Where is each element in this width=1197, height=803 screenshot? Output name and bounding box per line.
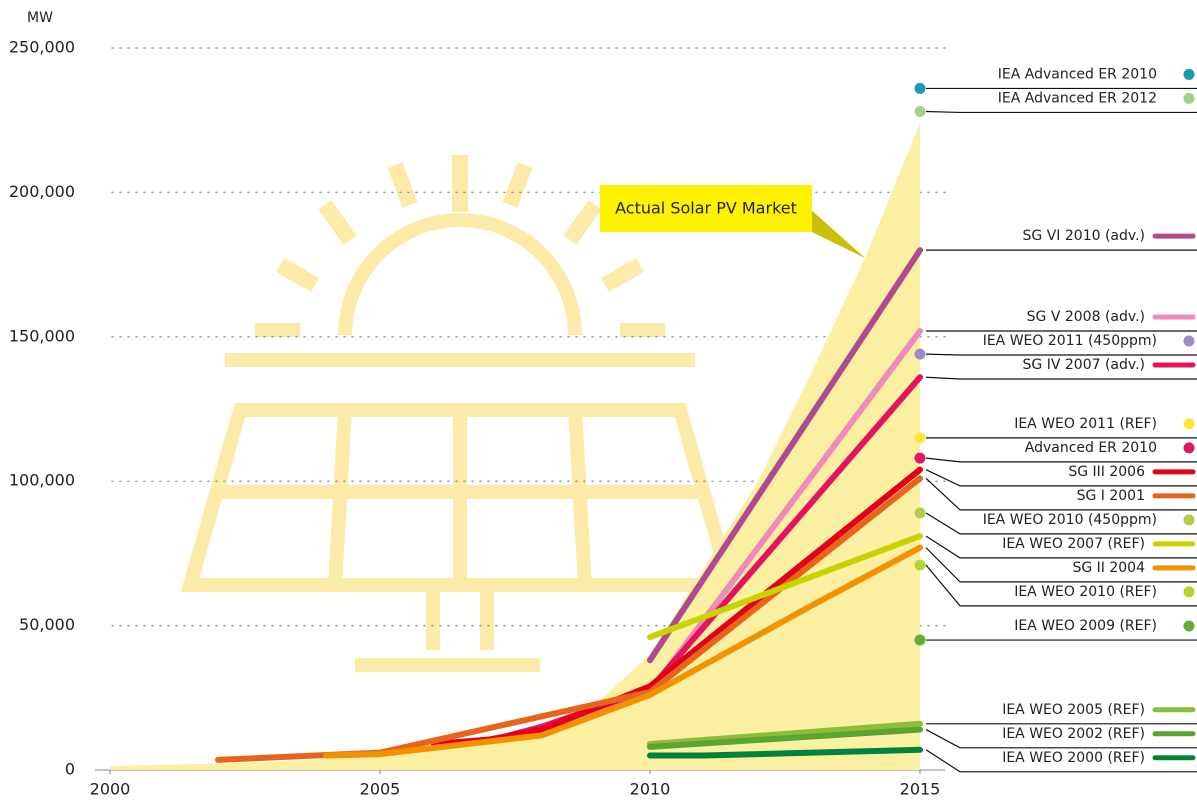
y-tick-label: 200,000: [9, 182, 75, 201]
y-tick-label: 0: [65, 760, 75, 779]
line: [647, 533, 923, 641]
line: [647, 746, 923, 759]
point: [914, 82, 926, 94]
callout-pointer: [800, 200, 865, 258]
legend-label: IEA WEO 2010 (450ppm): [983, 512, 1157, 528]
legend-label: SG IV 2007 (adv.): [1023, 357, 1145, 373]
line: [647, 726, 923, 750]
point: [914, 559, 926, 571]
x-tick-label: 2005: [360, 780, 401, 799]
legend-label: Advanced ER 2010: [1025, 440, 1157, 456]
leader-line: [925, 512, 1197, 535]
legend-label: IEA WEO 2000 (REF): [1002, 750, 1145, 766]
point: [914, 432, 926, 444]
legend-swatch: [1183, 335, 1195, 347]
y-tick-label: 150,000: [9, 326, 75, 345]
leader-line: [925, 353, 1197, 356]
leader-line: [925, 729, 1197, 749]
callout-label: Actual Solar PV Market: [615, 199, 797, 218]
legend-swatch: [1183, 620, 1195, 632]
legend-swatch: [1183, 68, 1195, 80]
leader-line: [925, 564, 1197, 607]
y-axis-unit: MW: [27, 10, 53, 26]
legend-label: SG II 2004: [1072, 560, 1145, 576]
legend-label: IEA Advanced ER 2010: [998, 66, 1157, 82]
y-tick-label: 50,000: [19, 615, 75, 634]
point: [914, 634, 926, 646]
legend-label: IEA WEO 2011 (REF): [1014, 416, 1157, 432]
leader-line: [925, 457, 1197, 463]
y-tick-label: 100,000: [9, 471, 75, 490]
legend-label: IEA WEO 2010 (REF): [1014, 584, 1157, 600]
legend-label: SG I 2001: [1077, 488, 1145, 504]
legend-swatch: [1183, 586, 1195, 598]
legend-swatch: [1183, 442, 1195, 454]
legend-label: IEA WEO 2009 (REF): [1014, 618, 1157, 634]
line: [323, 544, 923, 759]
legend-label: IEA WEO 2007 (REF): [1002, 536, 1145, 552]
legend-swatch: [1183, 418, 1195, 430]
leader-line: [925, 376, 1197, 380]
leader-line: [925, 749, 1197, 773]
leader-line: [925, 477, 1197, 511]
x-tick-label: 2010: [630, 780, 671, 799]
leader-line: [925, 469, 1197, 487]
legend-swatch: [1183, 92, 1195, 104]
callout-box: [600, 185, 812, 232]
point: [914, 507, 926, 519]
legend-label: SG VI 2010 (adv.): [1023, 228, 1145, 244]
line: [647, 247, 923, 664]
solar-icon: [180, 155, 740, 672]
x-tick-label: 2015: [900, 780, 941, 799]
x-tick-label: 2000: [90, 780, 131, 799]
line: [647, 720, 923, 748]
legend-label: SG V 2008 (adv.): [1027, 309, 1145, 325]
legend-label: IEA Advanced ER 2012: [998, 90, 1157, 106]
legend-swatch: [1183, 514, 1195, 526]
legend-label: IEA WEO 2002 (REF): [1002, 726, 1145, 742]
legend-label: IEA WEO 2005 (REF): [1002, 702, 1145, 718]
legend-label: IEA WEO 2011 (450ppm): [983, 333, 1157, 349]
y-tick-label: 250,000: [9, 38, 75, 57]
leader-line: [925, 110, 1197, 114]
legend-label: SG III 2006: [1068, 464, 1145, 480]
leader-line: [925, 535, 1197, 559]
point: [914, 452, 926, 464]
point: [914, 348, 926, 360]
point: [914, 106, 926, 118]
leader-line: [925, 547, 1197, 583]
